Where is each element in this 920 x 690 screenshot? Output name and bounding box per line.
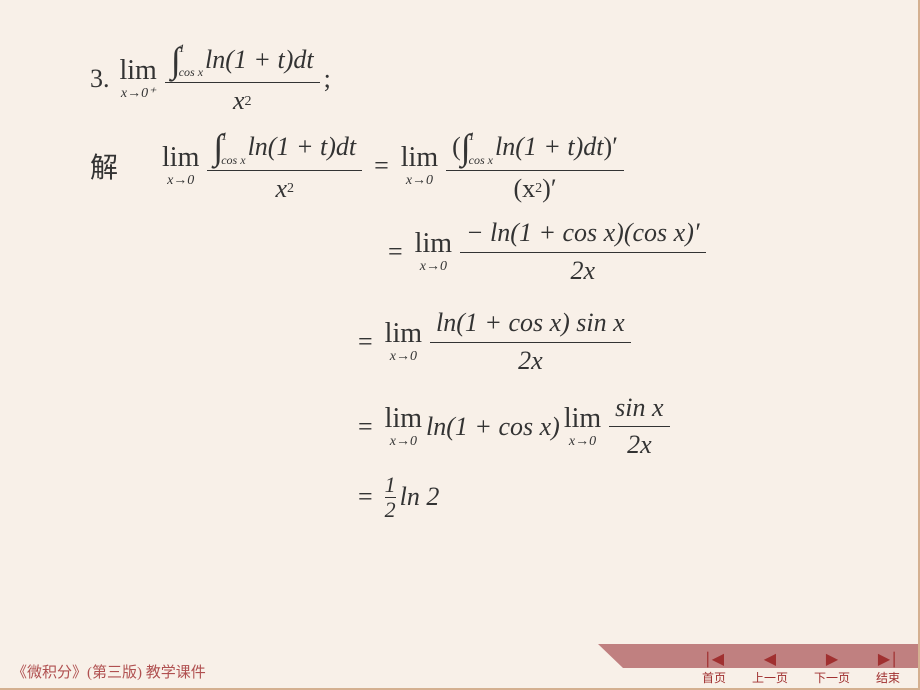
equals: =	[374, 151, 389, 181]
nav-next-label: 下一页	[814, 669, 850, 686]
step-3: = lim x→0 ln(1 + cos x) sin x 2x	[350, 307, 858, 377]
limit: lim x→0	[401, 144, 438, 188]
nav-prev[interactable]: ◀ 上一页	[752, 652, 788, 686]
lim-text: lim	[120, 57, 157, 85]
solution-label: 解	[90, 146, 118, 186]
step-1: 解 lim x→0 ∫ 1 cos x ln(1 + t)dt	[90, 128, 858, 206]
content-area: 3. lim x→0⁺ ∫ 1 cos x ln(1 + t)dt	[0, 0, 918, 521]
integral-bounds: 1 cos x	[179, 42, 203, 78]
next-icon: ▶	[826, 652, 838, 668]
slide: 3. lim x→0⁺ ∫ 1 cos x ln(1 + t)dt	[0, 0, 920, 690]
numerator: ∫ 1 cos x ln(1 + t)dt	[165, 40, 320, 80]
nav-first-label: 首页	[702, 669, 726, 686]
denom-exp: 2	[244, 94, 251, 109]
problem-number: 3.	[90, 64, 110, 94]
footer-text: 《微积分》(第三版) 教学课件	[12, 661, 206, 682]
nav-end-label: 结束	[876, 669, 900, 686]
problem-line: 3. lim x→0⁺ ∫ 1 cos x ln(1 + t)dt	[90, 40, 858, 118]
fraction-left: ∫ 1 cos x ln(1 + t)dt x2	[207, 128, 362, 206]
first-icon: ∣◀	[704, 652, 724, 668]
denominator: x2	[227, 85, 258, 118]
fraction: ∫ 1 cos x ln(1 + t)dt x2	[165, 40, 320, 118]
fraction-bar	[165, 82, 320, 83]
integral: ∫ 1 cos x	[171, 42, 203, 78]
int-upper: 1	[179, 42, 203, 54]
one-half: 1 2	[385, 474, 396, 521]
integrand: ln(1 + t)dt	[205, 46, 314, 75]
step-4: = lim x→0 ln(1 + cos x) lim x→0 sin x 2x	[350, 392, 858, 462]
int-lower: cos x	[179, 66, 203, 78]
nav-bar: ∣◀ 首页 ◀ 上一页 ▶ 下一页 ▶∣ 结束	[702, 652, 900, 686]
nav-next[interactable]: ▶ 下一页	[814, 652, 850, 686]
lim-subscript: x→0⁺	[121, 87, 156, 101]
step-2: = lim x→0 − ln(1 + cos x)(cos x)′ 2x	[380, 217, 858, 287]
fraction-right: ( ∫ 1 cos x ln(1 + t)dt )′ (x2)′	[446, 128, 624, 206]
step-5: = 1 2 ln 2	[350, 474, 858, 521]
limit: lim x→0	[162, 144, 199, 188]
end-icon: ▶∣	[878, 652, 898, 668]
nav-first[interactable]: ∣◀ 首页	[702, 652, 726, 686]
prev-icon: ◀	[764, 652, 776, 668]
nav-prev-label: 上一页	[752, 669, 788, 686]
semicolon: ;	[324, 64, 331, 94]
nav-end[interactable]: ▶∣ 结束	[876, 652, 900, 686]
denom-var: x	[233, 87, 245, 116]
limit: lim x→0⁺	[120, 57, 157, 101]
